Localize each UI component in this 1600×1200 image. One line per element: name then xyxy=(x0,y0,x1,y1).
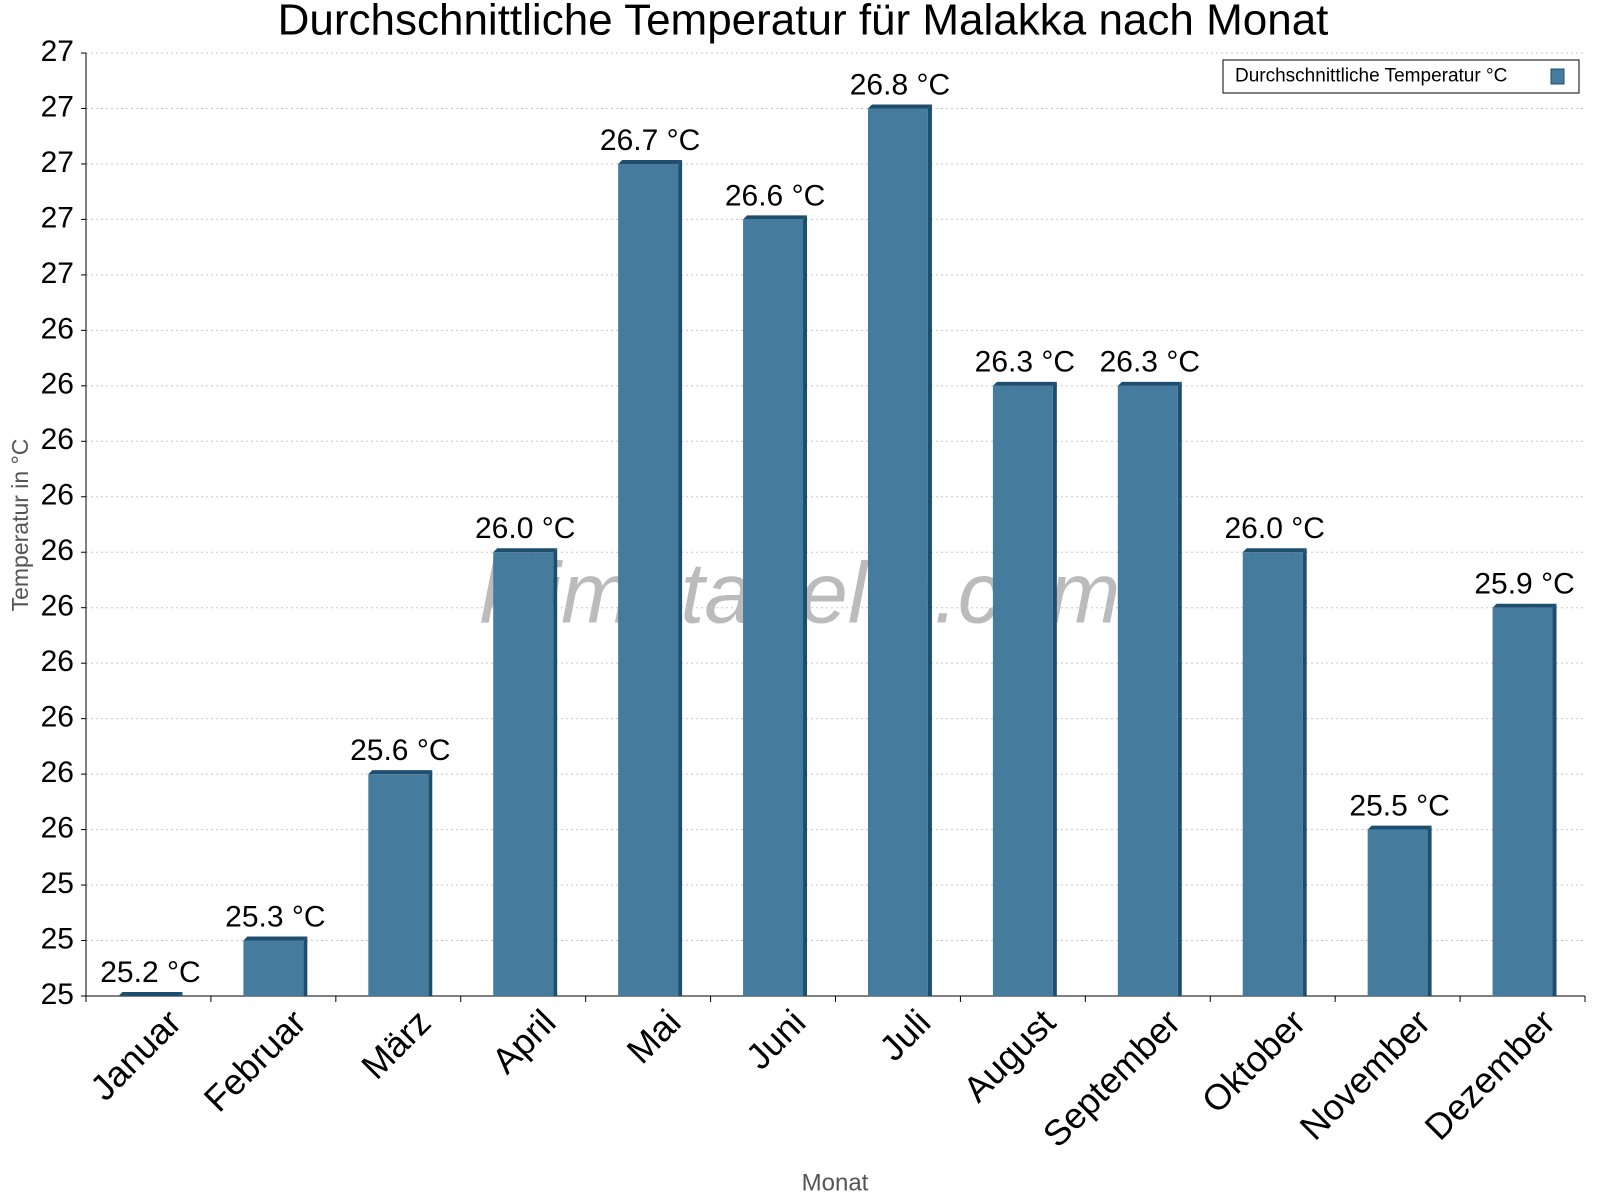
y-tick-label: 26 xyxy=(41,812,74,845)
bar-side xyxy=(1177,381,1182,997)
bar-top xyxy=(1117,381,1182,386)
data-label: 25.6 °C xyxy=(350,734,450,767)
y-tick-label: 27 xyxy=(41,35,74,68)
bar-top xyxy=(1242,548,1307,553)
x-tick-label: Oktober xyxy=(1194,1001,1314,1121)
bar xyxy=(368,774,429,996)
bar-side xyxy=(927,104,932,997)
y-tick-label: 26 xyxy=(41,590,74,623)
x-tick-label: Juni xyxy=(738,1001,814,1077)
y-tick-label: 25 xyxy=(41,867,74,900)
y-tick-label: 27 xyxy=(41,90,74,123)
y-tick-label: 26 xyxy=(41,479,74,512)
bar-side xyxy=(1552,603,1557,996)
data-label: 26.6 °C xyxy=(725,179,825,212)
bar xyxy=(243,940,304,996)
y-tick-label: 26 xyxy=(41,701,74,734)
bar-top xyxy=(992,381,1057,386)
x-tick-label: März xyxy=(353,1001,439,1087)
y-tick-label: 26 xyxy=(41,645,74,678)
bar xyxy=(1492,607,1553,996)
bar-top xyxy=(1367,825,1432,830)
bar-side xyxy=(1302,548,1307,996)
chart-title: Durchschnittliche Temperatur für Malakka… xyxy=(278,0,1329,45)
x-tick-label: August xyxy=(955,1001,1063,1109)
data-label: 26.0 °C xyxy=(1225,512,1325,545)
legend-label: Durchschnittliche Temperatur °C xyxy=(1235,66,1507,87)
x-tick-label: September xyxy=(1035,1001,1189,1155)
bar-side xyxy=(1427,825,1432,996)
bar-side xyxy=(678,159,683,997)
y-tick-label: 25 xyxy=(41,922,74,955)
x-tick-label: Dezember xyxy=(1417,1001,1563,1147)
bar xyxy=(1117,385,1178,997)
x-tick-label: November xyxy=(1292,1001,1438,1147)
bar xyxy=(867,108,928,997)
bar xyxy=(1242,552,1303,996)
y-tick-label: 26 xyxy=(41,368,74,401)
data-label: 26.3 °C xyxy=(1100,346,1200,379)
bar-side xyxy=(428,770,433,996)
x-axis-title: Monat xyxy=(802,1169,869,1196)
bar-top xyxy=(493,548,558,553)
legend-box xyxy=(1222,59,1580,94)
x-tick-label: Januar xyxy=(82,1001,189,1108)
x-tick-label: Mai xyxy=(618,1001,688,1071)
bar-side xyxy=(553,548,558,996)
x-tick-label: April xyxy=(484,1001,564,1081)
data-label: 26.3 °C xyxy=(975,346,1075,379)
y-tick-label: 27 xyxy=(41,201,74,234)
y-tick-label: 26 xyxy=(41,756,74,789)
bar xyxy=(992,385,1053,997)
bar-side xyxy=(803,215,808,997)
bar xyxy=(743,219,804,997)
bar-top xyxy=(368,770,433,775)
data-label: 25.9 °C xyxy=(1474,568,1574,601)
data-label: 26.7 °C xyxy=(600,124,700,157)
data-label: 26.8 °C xyxy=(850,68,950,101)
data-label: 26.0 °C xyxy=(475,512,575,545)
y-tick-label: 26 xyxy=(41,312,74,345)
bar xyxy=(618,163,679,997)
x-tick-label: Februar xyxy=(196,1001,314,1119)
bar-top xyxy=(118,992,183,996)
y-tick-label: 26 xyxy=(41,423,74,456)
legend-swatch xyxy=(1550,68,1565,85)
data-label: 25.5 °C xyxy=(1349,790,1449,823)
x-tick-label: Juli xyxy=(871,1001,938,1068)
bar-top xyxy=(743,215,808,220)
y-tick-label: 27 xyxy=(41,257,74,290)
y-tick-label: 26 xyxy=(41,534,74,567)
bar-top xyxy=(243,936,308,941)
y-axis-title: Temperatur in °C xyxy=(7,439,33,612)
bar xyxy=(1367,829,1428,996)
bar-side xyxy=(303,936,308,996)
data-label: 25.3 °C xyxy=(225,900,325,933)
bar-top xyxy=(1492,603,1557,608)
y-tick-label: 25 xyxy=(41,978,74,1011)
data-label: 25.2 °C xyxy=(100,956,200,989)
bar xyxy=(493,552,554,996)
y-tick-label: 27 xyxy=(41,146,74,179)
bar-top xyxy=(618,159,683,164)
bar-side xyxy=(1052,381,1057,997)
bar-top xyxy=(867,104,932,109)
